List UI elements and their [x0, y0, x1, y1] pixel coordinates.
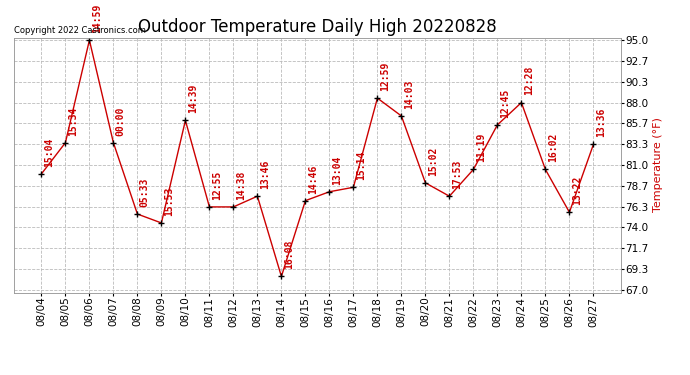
Text: 12:28: 12:28	[524, 66, 534, 96]
Text: 12:55: 12:55	[212, 170, 221, 200]
Text: 13:36: 13:36	[595, 108, 606, 137]
Text: 15:14: 15:14	[356, 151, 366, 180]
Title: Outdoor Temperature Daily High 20220828: Outdoor Temperature Daily High 20220828	[138, 18, 497, 36]
Text: 13:46: 13:46	[260, 160, 270, 189]
Text: 14:39: 14:39	[188, 84, 198, 113]
Text: 14:59: 14:59	[92, 4, 102, 33]
Text: 15:34: 15:34	[68, 106, 78, 136]
Text: 13:04: 13:04	[332, 155, 342, 184]
Text: Copyright 2022 Castronics.com: Copyright 2022 Castronics.com	[14, 26, 146, 35]
Text: 13:22: 13:22	[572, 176, 582, 205]
Text: 15:53: 15:53	[164, 186, 174, 216]
Text: 17:53: 17:53	[452, 160, 462, 189]
Text: 14:03: 14:03	[404, 80, 414, 109]
Text: 00:00: 00:00	[116, 106, 126, 136]
Y-axis label: Temperature (°F): Temperature (°F)	[653, 118, 662, 213]
Text: 12:59: 12:59	[380, 62, 390, 91]
Text: 15:04: 15:04	[43, 137, 54, 167]
Text: 11:19: 11:19	[476, 133, 486, 162]
Text: 15:02: 15:02	[428, 146, 437, 176]
Text: 16:08: 16:08	[284, 240, 294, 269]
Text: 14:38: 14:38	[236, 170, 246, 200]
Text: 14:46: 14:46	[308, 164, 318, 194]
Text: 05:33: 05:33	[140, 177, 150, 207]
Text: 12:45: 12:45	[500, 88, 510, 118]
Text: 16:02: 16:02	[548, 133, 558, 162]
